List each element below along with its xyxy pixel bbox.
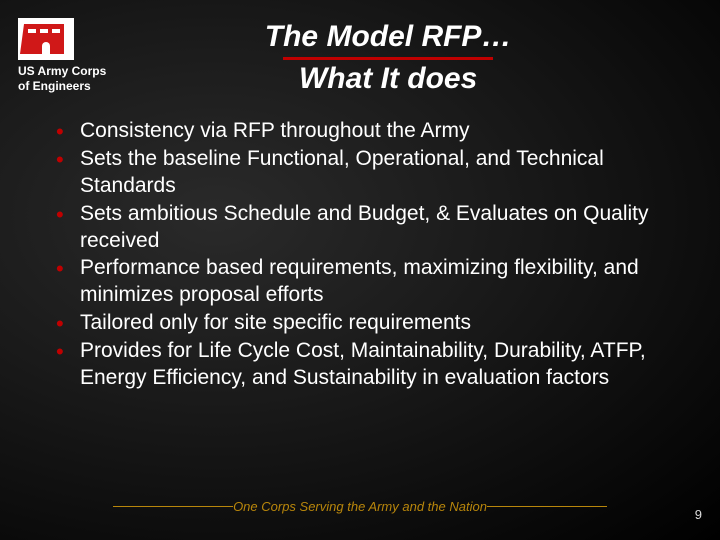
title-underline — [283, 57, 493, 60]
footer-rule-right — [487, 506, 607, 507]
bullet-item: Performance based requirements, maximizi… — [50, 255, 680, 309]
slide-title: The Model RFP… What It does — [136, 18, 720, 96]
bullet-item: Sets the baseline Functional, Operationa… — [50, 146, 680, 200]
org-name: US Army Corps of Engineers — [18, 64, 106, 94]
bullet-item: Provides for Life Cycle Cost, Maintainab… — [50, 338, 680, 392]
slide-footer: One Corps Serving the Army and the Natio… — [0, 494, 720, 514]
org-line2: of Engineers — [18, 79, 106, 94]
logo-block: US Army Corps of Engineers — [18, 18, 106, 94]
bullet-item: Sets ambitious Schedule and Budget, & Ev… — [50, 201, 680, 255]
slide-header: US Army Corps of Engineers The Model RFP… — [0, 0, 720, 96]
title-line2: What It does — [136, 62, 640, 97]
bullet-list: Consistency via RFP throughout the Army … — [0, 96, 720, 392]
usace-castle-logo — [18, 18, 74, 60]
page-number: 9 — [695, 507, 702, 522]
bullet-item: Consistency via RFP throughout the Army — [50, 118, 680, 145]
footer-rule-left — [113, 506, 233, 507]
footer-tagline: One Corps Serving the Army and the Natio… — [113, 499, 607, 514]
footer-text: One Corps Serving the Army and the Natio… — [233, 499, 487, 514]
title-line1: The Model RFP… — [136, 20, 640, 55]
bullet-item: Tailored only for site specific requirem… — [50, 310, 680, 337]
org-line1: US Army Corps — [18, 64, 106, 79]
